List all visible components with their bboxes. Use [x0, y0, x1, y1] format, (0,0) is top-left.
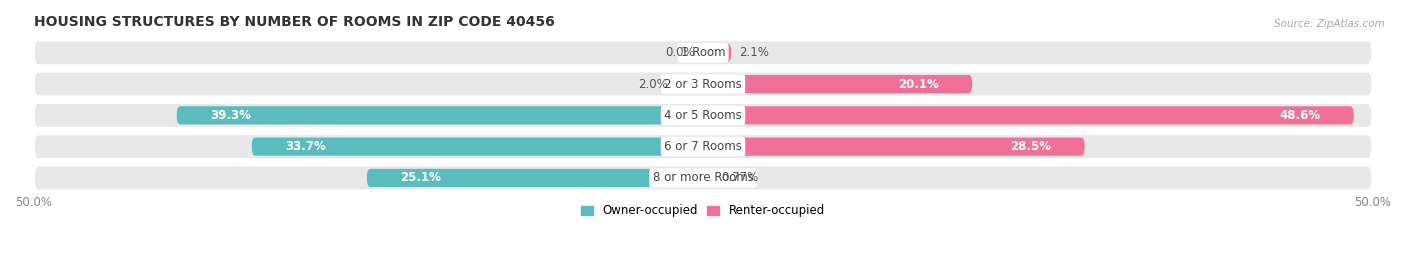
Text: 4 or 5 Rooms: 4 or 5 Rooms: [664, 109, 742, 122]
FancyBboxPatch shape: [703, 75, 972, 93]
FancyBboxPatch shape: [703, 169, 713, 187]
Text: 33.7%: 33.7%: [285, 140, 326, 153]
FancyBboxPatch shape: [34, 71, 1372, 97]
Text: HOUSING STRUCTURES BY NUMBER OF ROOMS IN ZIP CODE 40456: HOUSING STRUCTURES BY NUMBER OF ROOMS IN…: [34, 15, 554, 29]
Text: 6 or 7 Rooms: 6 or 7 Rooms: [664, 140, 742, 153]
Text: 0.77%: 0.77%: [721, 171, 759, 184]
FancyBboxPatch shape: [34, 134, 1372, 160]
Text: 2.0%: 2.0%: [638, 77, 668, 90]
Legend: Owner-occupied, Renter-occupied: Owner-occupied, Renter-occupied: [576, 200, 830, 222]
Text: 2 or 3 Rooms: 2 or 3 Rooms: [664, 77, 742, 90]
Text: 28.5%: 28.5%: [1010, 140, 1052, 153]
FancyBboxPatch shape: [177, 106, 703, 124]
FancyBboxPatch shape: [367, 169, 703, 187]
Text: 20.1%: 20.1%: [898, 77, 939, 90]
Text: Source: ZipAtlas.com: Source: ZipAtlas.com: [1274, 19, 1385, 29]
Text: 39.3%: 39.3%: [211, 109, 252, 122]
FancyBboxPatch shape: [703, 106, 1354, 124]
Text: 0.0%: 0.0%: [665, 46, 695, 59]
FancyBboxPatch shape: [703, 44, 731, 62]
FancyBboxPatch shape: [252, 137, 703, 156]
FancyBboxPatch shape: [34, 40, 1372, 66]
FancyBboxPatch shape: [34, 165, 1372, 191]
FancyBboxPatch shape: [703, 137, 1084, 156]
Text: 8 or more Rooms: 8 or more Rooms: [652, 171, 754, 184]
Text: 2.1%: 2.1%: [740, 46, 769, 59]
Text: 1 Room: 1 Room: [681, 46, 725, 59]
FancyBboxPatch shape: [34, 103, 1372, 128]
Text: 48.6%: 48.6%: [1279, 109, 1320, 122]
Text: 25.1%: 25.1%: [401, 171, 441, 184]
FancyBboxPatch shape: [676, 75, 703, 93]
